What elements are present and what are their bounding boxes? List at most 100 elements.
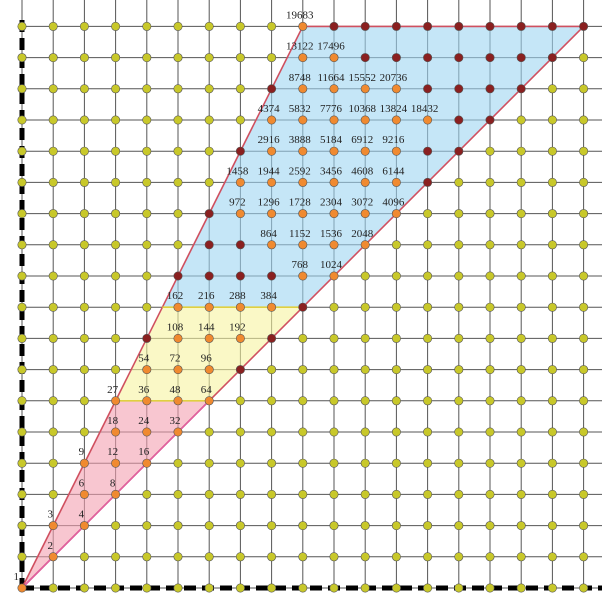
lattice-point xyxy=(298,240,308,250)
lattice-point xyxy=(173,365,183,375)
lattice-point xyxy=(267,427,277,437)
lattice-point xyxy=(111,552,121,562)
number-label: 288 xyxy=(229,290,246,302)
lattice-point xyxy=(423,396,433,406)
lattice-point xyxy=(360,365,370,375)
lattice-point xyxy=(547,333,557,343)
number-label: 1536 xyxy=(320,228,343,240)
lattice-point xyxy=(329,84,339,94)
lattice-point xyxy=(17,552,27,562)
lattice-point xyxy=(516,365,526,375)
lattice-point xyxy=(79,146,89,156)
lattice-point xyxy=(235,427,245,437)
lattice-point xyxy=(235,365,245,375)
lattice-point xyxy=(17,84,27,94)
lattice-point xyxy=(454,146,464,156)
lattice-point xyxy=(579,521,589,531)
lattice-point xyxy=(360,240,370,250)
lattice-point xyxy=(423,427,433,437)
lattice-point xyxy=(579,21,589,31)
number-label: 8748 xyxy=(289,72,312,84)
lattice-point xyxy=(235,271,245,281)
lattice-point xyxy=(79,552,89,562)
lattice-point xyxy=(485,271,495,281)
lattice-point xyxy=(423,458,433,468)
lattice-point xyxy=(516,21,526,31)
lattice-point xyxy=(235,115,245,125)
lattice-point xyxy=(454,240,464,250)
number-label: 6144 xyxy=(382,165,405,177)
lattice-point xyxy=(454,209,464,219)
lattice-point xyxy=(298,84,308,94)
lattice-point xyxy=(204,84,214,94)
lattice-point xyxy=(17,583,27,593)
lattice-point xyxy=(391,177,401,187)
lattice-point xyxy=(267,53,277,63)
lattice-point xyxy=(329,240,339,250)
number-label: 54 xyxy=(138,353,150,365)
lattice-point xyxy=(579,302,589,312)
lattice-point xyxy=(142,427,152,437)
lattice-point xyxy=(423,209,433,219)
lattice-point xyxy=(204,583,214,593)
lattice-point xyxy=(111,53,121,63)
lattice-point xyxy=(173,302,183,312)
number-label: 9 xyxy=(79,446,85,458)
number-label: 3888 xyxy=(289,134,312,146)
lattice-point xyxy=(547,240,557,250)
lattice-point xyxy=(173,240,183,250)
lattice-point xyxy=(516,489,526,499)
number-label: 768 xyxy=(292,259,309,271)
lattice-point xyxy=(360,583,370,593)
lattice-point xyxy=(516,521,526,531)
lattice-point xyxy=(454,489,464,499)
lattice-point xyxy=(547,458,557,468)
number-label: 20736 xyxy=(380,72,408,84)
lattice-point xyxy=(48,552,58,562)
number-label: 8 xyxy=(110,477,116,489)
lattice-point xyxy=(579,209,589,219)
lattice-point xyxy=(267,115,277,125)
lattice-point xyxy=(579,396,589,406)
lattice-point xyxy=(204,209,214,219)
lattice-point xyxy=(48,458,58,468)
lattice-point xyxy=(267,146,277,156)
lattice-point xyxy=(142,177,152,187)
lattice-point xyxy=(173,396,183,406)
lattice-point xyxy=(485,53,495,63)
lattice-point xyxy=(235,84,245,94)
lattice-point xyxy=(298,458,308,468)
lattice-point xyxy=(516,333,526,343)
lattice-point xyxy=(111,177,121,187)
number-label: 6912 xyxy=(351,134,373,146)
lattice-point xyxy=(204,396,214,406)
lattice-point xyxy=(111,427,121,437)
lattice-point xyxy=(204,458,214,468)
lattice-point xyxy=(17,489,27,499)
lattice-point xyxy=(329,458,339,468)
lattice-point xyxy=(360,396,370,406)
lattice-point xyxy=(516,583,526,593)
number-label: 18432 xyxy=(411,103,439,115)
lattice-point xyxy=(298,209,308,219)
lattice-point xyxy=(142,333,152,343)
lattice-point xyxy=(391,396,401,406)
lattice-point xyxy=(173,146,183,156)
lattice-point xyxy=(391,365,401,375)
number-label: 4 xyxy=(79,509,85,521)
lattice-point xyxy=(298,271,308,281)
lattice-point xyxy=(579,365,589,375)
lattice-point xyxy=(142,396,152,406)
lattice-point xyxy=(485,177,495,187)
lattice-point xyxy=(391,302,401,312)
lattice-point xyxy=(329,427,339,437)
number-label: 9216 xyxy=(382,134,405,146)
lattice-point xyxy=(329,209,339,219)
lattice-point xyxy=(142,365,152,375)
lattice-point xyxy=(391,333,401,343)
lattice-point xyxy=(485,115,495,125)
lattice-point xyxy=(485,427,495,437)
lattice-point xyxy=(48,521,58,531)
lattice-point xyxy=(485,84,495,94)
